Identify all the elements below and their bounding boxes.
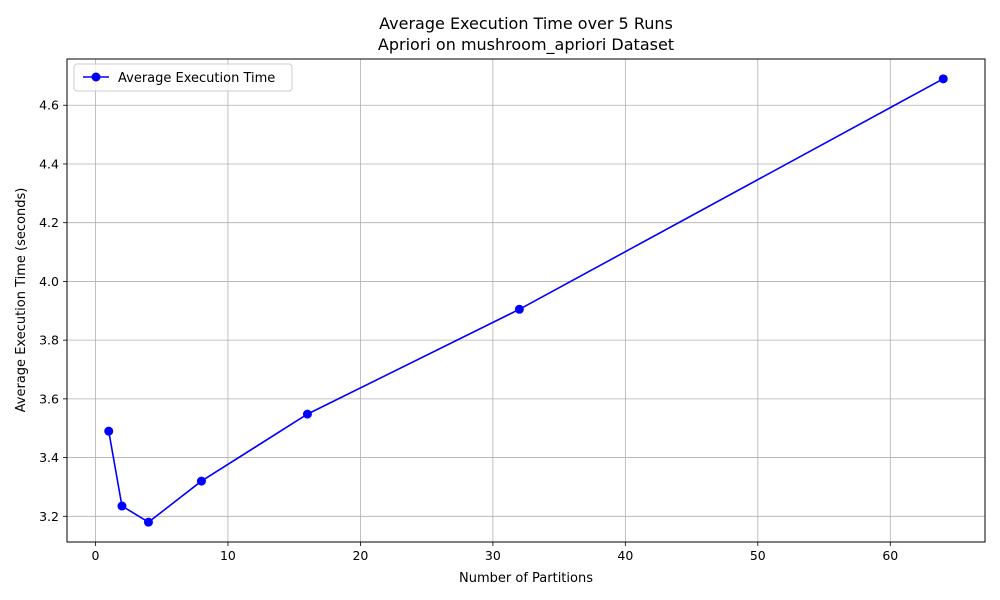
x-tick-label: 40 <box>617 548 633 563</box>
legend-marker-sample <box>91 72 101 82</box>
y-tick-label: 3.6 <box>39 391 59 406</box>
data-point <box>938 74 948 84</box>
y-tick-label: 4.0 <box>39 274 59 289</box>
x-tick-label: 60 <box>882 548 898 563</box>
grid-lines <box>67 59 985 542</box>
data-point <box>143 517 153 527</box>
data-point <box>302 409 312 419</box>
x-tick-label: 50 <box>750 548 766 563</box>
x-tick-label: 30 <box>485 548 501 563</box>
data-point <box>117 501 127 511</box>
y-tick-label: 3.8 <box>39 333 59 348</box>
y-tick-label: 4.6 <box>39 98 59 113</box>
y-tick-label: 4.4 <box>39 156 59 171</box>
y-tick-label: 3.2 <box>39 509 59 524</box>
x-axis-label: Number of Partitions <box>459 571 593 586</box>
data-point <box>104 426 114 436</box>
data-point <box>196 476 206 486</box>
y-tick-label: 4.2 <box>39 215 59 230</box>
data-point <box>514 304 524 314</box>
x-tick-label: 10 <box>220 548 236 563</box>
y-axis-label: Average Execution Time (seconds) <box>14 188 29 413</box>
x-tick-label: 0 <box>92 548 100 563</box>
legend-entry-average-execution-time: Average Execution Time <box>118 71 275 86</box>
chart-subtitle: Apriori on mushroom_apriori Dataset <box>378 35 674 55</box>
legend-box <box>73 63 293 92</box>
y-tick-label: 3.4 <box>39 450 59 465</box>
legend: Average Execution Time <box>73 63 293 92</box>
axis-ticks: 0 10 20 30 40 50 60 3.2 3.4 3.6 3.8 4.0 4.2 4.4 4.6 <box>39 98 898 563</box>
x-tick-label: 20 <box>352 548 368 563</box>
series-layer <box>104 74 948 527</box>
plot-area <box>66 58 986 543</box>
chart-title: Average Execution Time over 5 Runs <box>379 14 673 33</box>
